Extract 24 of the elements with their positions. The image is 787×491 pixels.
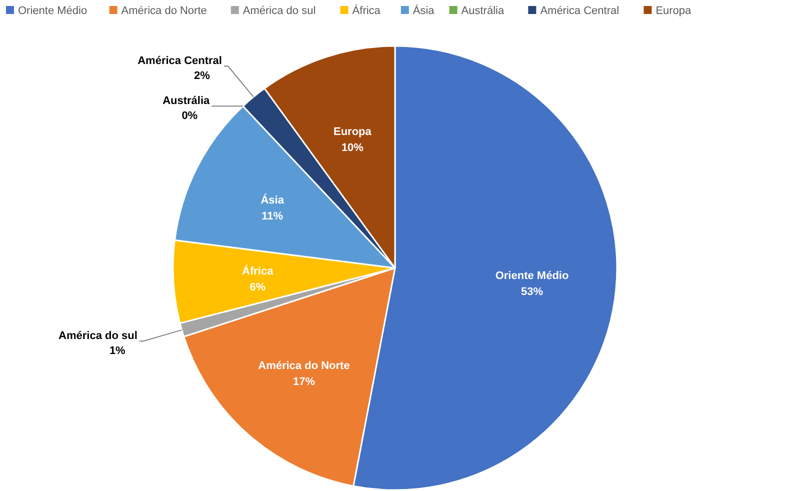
text: 0%	[182, 110, 198, 122]
slice-label: Europa	[334, 126, 372, 138]
data-label: 1%	[109, 345, 126, 358]
data-label: 11%	[262, 210, 284, 223]
data-label: 53%	[521, 286, 544, 298]
data-label: 17%	[292, 376, 316, 388]
legend-label: Austrália	[461, 5, 505, 17]
slice-label: Ásia	[260, 194, 285, 207]
data-label: 2%	[194, 70, 210, 82]
legend-label: América do Norte	[121, 5, 207, 17]
legend-label: Europa	[656, 5, 692, 17]
data-label: 6%	[250, 282, 266, 294]
legend-label: Oriente Médio	[18, 5, 88, 17]
legend-label: América do sul	[242, 5, 316, 17]
slice-label: América Central	[138, 55, 222, 68]
legend-label: América Central	[540, 5, 620, 17]
slice-label: Oriente Médio	[495, 270, 569, 282]
legend-label: África	[352, 4, 382, 17]
legend-label: Ásia	[412, 4, 436, 17]
category-label: Austrália	[162, 95, 210, 108]
slice-label: América do Norte	[258, 360, 350, 372]
slice-label: América do sul	[58, 330, 138, 342]
slice-label: África	[242, 264, 274, 278]
data-label: 10%	[341, 142, 364, 154]
